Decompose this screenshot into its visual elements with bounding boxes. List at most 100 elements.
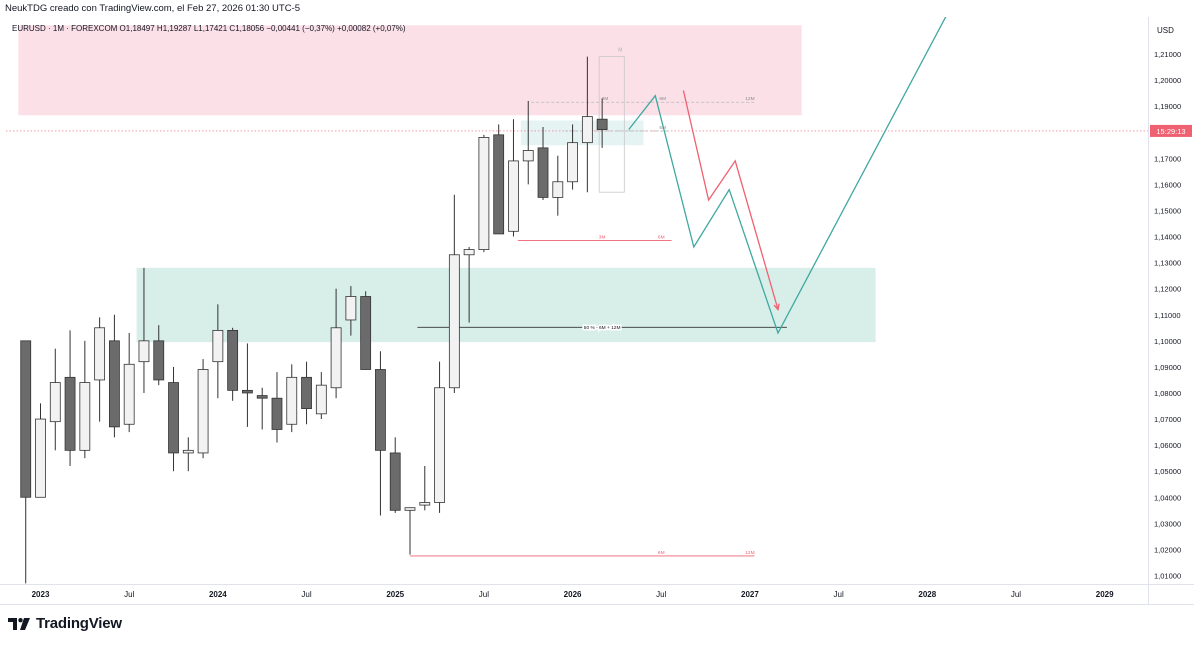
candle[interactable] — [79, 340, 91, 459]
candle[interactable] — [138, 267, 150, 393]
price-tick-label: 1,11000 — [1154, 311, 1181, 320]
candle-body — [153, 340, 165, 381]
price-tick-label: 1,19000 — [1154, 102, 1181, 111]
candle-body — [463, 249, 475, 256]
candle-body — [375, 369, 386, 451]
candle[interactable] — [94, 317, 106, 422]
tradingview-logo[interactable]: TradingView — [8, 615, 122, 632]
candle[interactable] — [64, 330, 76, 466]
candle-body — [212, 329, 224, 363]
red-level-label: 12M — [745, 550, 754, 556]
price-tick-label: 1,09000 — [1154, 363, 1181, 372]
candle-body — [94, 327, 106, 381]
price-tick-label: 1,16000 — [1154, 180, 1181, 189]
candle-body — [404, 507, 416, 511]
candle-body — [242, 389, 253, 394]
price-tick-label: 1,04000 — [1154, 493, 1181, 502]
candle-body — [64, 376, 76, 451]
tradingview-logo-icon — [8, 617, 30, 630]
candle[interactable] — [109, 314, 120, 438]
candle[interactable] — [463, 246, 475, 323]
candle[interactable] — [522, 100, 534, 185]
candle-body — [493, 134, 505, 235]
time-tick-label: 2024 — [209, 590, 227, 599]
candle[interactable] — [242, 343, 253, 427]
symbol-info-line: EURUSD · 1M · FOREXCOM O1,18497 H1,19287… — [12, 24, 406, 33]
price-tick-label: 1,15000 — [1154, 206, 1181, 215]
candle[interactable] — [35, 403, 46, 498]
candle-body — [20, 340, 32, 498]
candle[interactable] — [123, 333, 135, 433]
candle-body — [79, 382, 91, 451]
candle[interactable] — [404, 507, 416, 555]
projection-path[interactable] — [628, 10, 950, 335]
candle-body — [256, 395, 268, 399]
time-tick-label: 2023 — [32, 590, 50, 599]
candle[interactable] — [182, 437, 194, 472]
candle-body — [35, 418, 46, 498]
time-axis[interactable]: 2023 Jul 2024 Jul 2025 Jul 2026 Jul 2027 Jul 2028 J… — [0, 584, 1194, 605]
projection-path[interactable] — [682, 90, 779, 310]
candle[interactable] — [256, 387, 268, 430]
candle[interactable] — [153, 325, 165, 386]
supply-zone — [18, 25, 802, 116]
price-tick-label: 1,20000 — [1154, 76, 1181, 85]
candle[interactable] — [552, 155, 564, 216]
candle[interactable] — [375, 351, 386, 516]
candle[interactable] — [434, 361, 445, 513]
currency-label: USD — [1157, 26, 1174, 35]
candle[interactable] — [227, 327, 239, 401]
candle[interactable] — [301, 361, 312, 425]
time-tick-label: 2029 — [1096, 590, 1114, 599]
candle[interactable] — [20, 340, 32, 584]
red-level-label: 6M — [658, 550, 665, 556]
candle[interactable] — [508, 119, 519, 237]
gray-level-label: 12M — [745, 96, 754, 102]
candle-body — [522, 150, 534, 162]
price-tick-label: 1,13000 — [1154, 259, 1181, 268]
candle[interactable] — [315, 372, 327, 420]
price-tick-label: 1,06000 — [1154, 441, 1181, 450]
candle[interactable] — [330, 288, 342, 399]
time-tick-label: Jul — [656, 590, 666, 599]
candle-body — [109, 340, 120, 428]
candle-body — [389, 452, 401, 511]
candle-body — [286, 376, 298, 425]
candle[interactable] — [49, 348, 61, 451]
candle[interactable] — [271, 372, 283, 443]
candle[interactable] — [286, 364, 298, 433]
candle[interactable] — [345, 286, 357, 336]
candle-body — [448, 254, 460, 389]
candle[interactable] — [478, 134, 490, 253]
candle-body — [581, 116, 593, 144]
price-tick-label: 1,17000 — [1154, 154, 1181, 163]
candle-body — [301, 376, 312, 410]
candle[interactable] — [581, 56, 593, 193]
brand-name: TradingView — [36, 615, 122, 632]
candle-body — [315, 384, 327, 415]
candle[interactable] — [493, 124, 505, 235]
candle[interactable] — [567, 124, 578, 190]
gray-level-label: 3M — [602, 96, 609, 102]
candle[interactable] — [537, 127, 549, 201]
candle-body — [227, 329, 239, 391]
candle[interactable] — [168, 366, 179, 472]
countdown-label: 15:29:13 — [1156, 127, 1185, 136]
caption-bar: NeukTDG creado con TradingView.com, el F… — [0, 0, 1200, 17]
price-tick-label: 1,07000 — [1154, 415, 1181, 424]
candle-body — [552, 181, 564, 198]
price-axis[interactable]: USD 1,01000 1,02000 1,03000 1,04000 1,05000 1,… — [1148, 17, 1193, 604]
plot-area[interactable]: M 3M 6M 12M 6M 3M 6M 6M 12M 50 % - 6M + 12M — [6, 10, 1148, 584]
candle[interactable] — [596, 98, 608, 148]
candle[interactable] — [419, 465, 431, 511]
candle[interactable] — [389, 437, 401, 513]
candle-body — [182, 449, 194, 454]
candle[interactable] — [360, 291, 372, 370]
candle[interactable] — [212, 304, 224, 399]
fifty-percent-level-label: 50 % - 6M + 12M — [584, 325, 621, 331]
candle[interactable] — [448, 194, 460, 393]
demand-zone — [136, 267, 876, 343]
time-tick-label: 2025 — [386, 590, 404, 599]
candle[interactable] — [197, 359, 209, 459]
